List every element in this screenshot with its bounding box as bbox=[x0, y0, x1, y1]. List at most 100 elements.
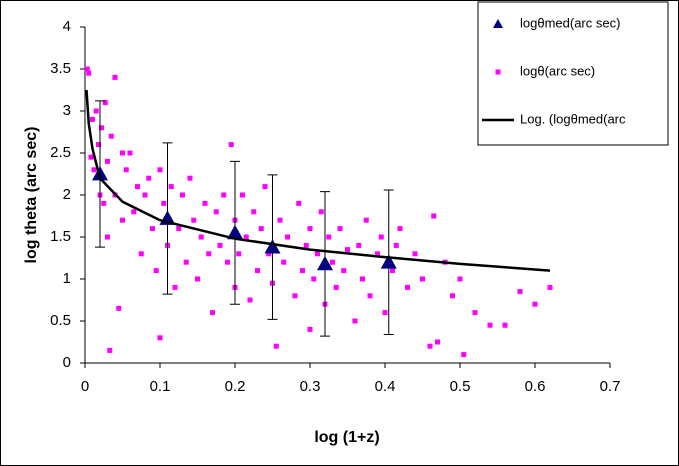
scatter-point bbox=[180, 192, 185, 198]
scatter-point bbox=[84, 66, 90, 72]
scatter-point bbox=[228, 142, 234, 148]
scatter-point bbox=[116, 305, 122, 311]
scatter-point bbox=[225, 259, 230, 265]
scatter-point bbox=[502, 322, 508, 328]
scatter-point bbox=[127, 150, 133, 156]
scatter-point bbox=[258, 226, 264, 232]
median-point bbox=[380, 254, 397, 269]
scatter-point bbox=[101, 200, 107, 206]
scatter-point bbox=[405, 284, 410, 290]
scatter-point bbox=[337, 226, 343, 232]
scatter-point bbox=[255, 268, 260, 274]
scatter-point bbox=[99, 125, 104, 131]
scatter-point bbox=[262, 184, 268, 190]
scatter-point bbox=[303, 242, 309, 248]
y-tick-label: 2.5 bbox=[50, 144, 71, 161]
scatter-point bbox=[240, 192, 245, 198]
scatter-point bbox=[326, 234, 332, 240]
scatter-point bbox=[315, 251, 320, 257]
scatter-point bbox=[150, 226, 155, 232]
scatter-point bbox=[168, 184, 174, 190]
scatter-point bbox=[86, 70, 92, 76]
x-axis-label: log (1+z) bbox=[314, 429, 379, 446]
y-tick-label: 3.5 bbox=[50, 60, 71, 77]
scatter-point bbox=[131, 209, 137, 215]
median-point bbox=[227, 224, 243, 240]
scatter-point bbox=[461, 352, 467, 358]
median-point bbox=[317, 255, 333, 271]
scatter-point bbox=[146, 175, 152, 181]
y-tick-label: 4 bbox=[63, 18, 71, 35]
scatter-point bbox=[450, 293, 455, 299]
scatter-point bbox=[307, 326, 313, 332]
scatter-point bbox=[360, 276, 365, 282]
scatter-point bbox=[435, 339, 440, 345]
scatter-point bbox=[105, 158, 110, 164]
legend-label: logθmed(arc sec) bbox=[520, 15, 620, 30]
x-tick-label: 0.3 bbox=[300, 378, 321, 395]
trend-line bbox=[85, 89, 551, 272]
scatter-point bbox=[161, 200, 167, 206]
y-tick-label: 0 bbox=[63, 354, 71, 371]
y-tick-label: 0.5 bbox=[50, 312, 71, 329]
scatter-point bbox=[487, 322, 493, 328]
x-tick-label: 0.2 bbox=[225, 378, 246, 395]
scatter-point bbox=[107, 347, 113, 353]
y-tick-label: 2 bbox=[63, 186, 71, 203]
scatter-point bbox=[157, 335, 163, 341]
scatter-point bbox=[210, 310, 215, 316]
scatter-point bbox=[251, 209, 257, 215]
scatter-point bbox=[412, 251, 418, 257]
x-tick-label: 0.6 bbox=[525, 378, 546, 395]
scatter-point bbox=[457, 276, 463, 282]
scatter-point bbox=[135, 184, 140, 190]
scatter-point bbox=[102, 100, 108, 106]
scatter-point bbox=[138, 251, 144, 257]
scatter-point bbox=[532, 301, 538, 307]
legend-swatch bbox=[495, 69, 501, 75]
scatter-point bbox=[431, 213, 437, 219]
scatter-point bbox=[341, 268, 347, 274]
x-tick-label: 0.5 bbox=[450, 378, 471, 395]
scatter-point bbox=[90, 116, 95, 122]
scatter-point bbox=[213, 209, 219, 215]
scatter-point bbox=[187, 175, 193, 181]
scatter-point bbox=[123, 167, 129, 173]
scatter-point bbox=[217, 242, 223, 248]
scatter-point bbox=[105, 234, 110, 240]
scatter-point bbox=[393, 242, 399, 248]
scatter-point bbox=[296, 200, 302, 206]
scatter-point bbox=[382, 310, 388, 316]
scatter-point bbox=[247, 297, 253, 303]
y-tick-label: 1.5 bbox=[50, 228, 71, 245]
scatter-point bbox=[273, 343, 279, 349]
scatter-point bbox=[472, 310, 478, 316]
scatter-point bbox=[112, 74, 118, 80]
scatter-point bbox=[300, 268, 305, 274]
scatter-point bbox=[202, 200, 208, 206]
median-point bbox=[264, 239, 281, 254]
scatter-point bbox=[427, 343, 433, 349]
x-tick-label: 0.7 bbox=[600, 378, 621, 395]
scatter-point bbox=[517, 289, 523, 295]
scatter-point bbox=[307, 226, 313, 232]
scatter-point bbox=[120, 217, 125, 223]
scatter-point bbox=[266, 251, 272, 257]
scatter-point bbox=[236, 251, 242, 257]
scatter-point bbox=[311, 276, 317, 282]
scatter-point bbox=[243, 234, 249, 240]
scatter-point bbox=[352, 318, 358, 324]
scatter-point bbox=[547, 284, 553, 290]
scatter-point bbox=[363, 217, 369, 223]
x-tick-label: 0 bbox=[81, 378, 89, 395]
scatter-point bbox=[356, 242, 362, 248]
scatter-point bbox=[88, 154, 94, 160]
scatter-point bbox=[420, 276, 425, 282]
scatter-point bbox=[281, 259, 287, 265]
scatter-point bbox=[198, 234, 204, 240]
scatter-point bbox=[292, 293, 298, 299]
scatter-point bbox=[221, 192, 227, 198]
legend-label: logθ(arc sec) bbox=[520, 63, 595, 78]
scatter-point bbox=[120, 150, 125, 156]
scatter-point bbox=[195, 276, 200, 282]
